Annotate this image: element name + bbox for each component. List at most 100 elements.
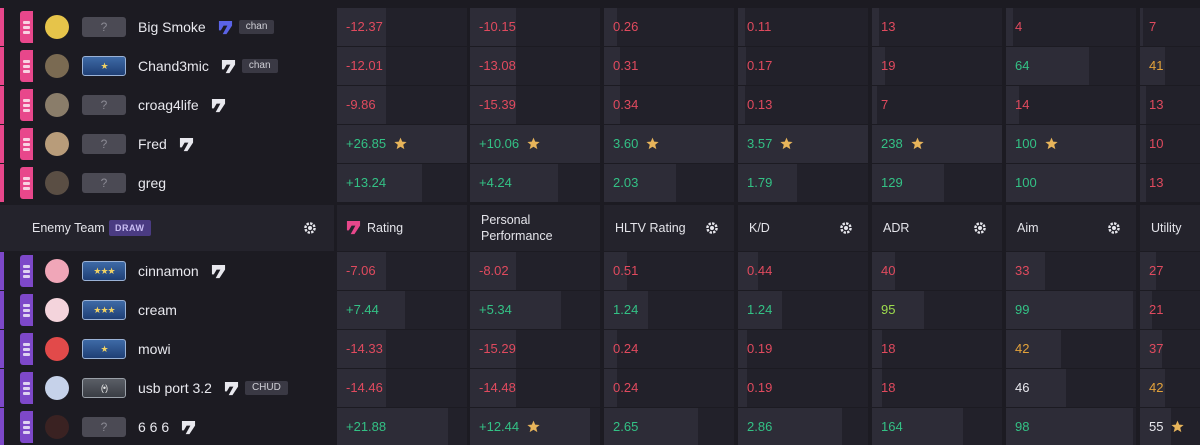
gear-icon[interactable] <box>302 220 318 236</box>
stat-value: 13 <box>1149 97 1164 112</box>
player-row[interactable]: ? Fred +26.85 +10.06 3.60 3.57 238 100 10 <box>0 125 1200 163</box>
stat-bar <box>604 330 617 368</box>
stat-bar <box>1140 408 1171 445</box>
stat-bar <box>738 291 782 329</box>
stat-cell-personal: -13.08 <box>470 47 600 85</box>
stat-value: 13 <box>1149 175 1164 190</box>
platform-logo-icon <box>224 381 238 396</box>
team-edge <box>0 369 4 407</box>
stat-value: 0.13 <box>747 97 773 112</box>
rank-label: ★ <box>100 344 108 354</box>
stat-cell-aim: 4 <box>1006 8 1136 46</box>
stat-bar <box>738 408 842 445</box>
player-row[interactable]: (•) usb port 3.2 CHUD -14.46 -14.48 0.24 0.19 1… <box>0 369 1200 407</box>
avatar[interactable] <box>45 93 69 117</box>
avatar[interactable] <box>45 376 69 400</box>
stat-value: 42 <box>1149 380 1164 395</box>
player-name[interactable]: usb port 3.2 <box>138 380 212 396</box>
avatar[interactable] <box>45 415 69 439</box>
stat-value: 0.19 <box>747 341 773 356</box>
player-name[interactable]: 6 6 6 <box>138 419 170 435</box>
avatar[interactable] <box>45 298 69 322</box>
stat-bar <box>337 8 386 46</box>
column-header-utility[interactable]: Utility <box>1140 205 1200 251</box>
column-header-kd[interactable]: K/D <box>738 205 868 251</box>
stat-cell-aim: 64 <box>1006 47 1136 85</box>
platform-logo-icon <box>179 137 193 152</box>
party-indicator <box>20 50 33 82</box>
player-name[interactable]: greg <box>138 175 167 191</box>
party-indicator <box>20 167 33 199</box>
stat-cell-aim: 99 <box>1006 291 1136 329</box>
stat-value: 37 <box>1149 341 1164 356</box>
player-row[interactable]: ? Big Smoke chan -12.37 -10.15 0.26 0.11 13 4 7 <box>0 8 1200 46</box>
stat-value: 55 <box>1149 419 1164 434</box>
stat-cell-rating: +21.88 <box>337 408 467 445</box>
player-row[interactable]: ★★★ cinnamon -7.06 -8.02 0.51 0.44 40 33 27 <box>0 252 1200 290</box>
player-row[interactable]: ★ Chand3mic chan -12.01 -13.08 0.31 0.17 19 64 41 <box>0 47 1200 85</box>
player-name[interactable]: mowi <box>138 341 171 357</box>
stat-bar <box>738 86 745 124</box>
stat-value: 0.44 <box>747 263 773 278</box>
stat-bar <box>337 252 386 290</box>
column-header-adr[interactable]: ADR <box>872 205 1002 251</box>
avatar[interactable] <box>45 54 69 78</box>
stat-bar <box>337 47 386 85</box>
player-name[interactable]: Big Smoke <box>138 19 206 35</box>
avatar[interactable] <box>45 15 69 39</box>
stat-cell-kd: 0.19 <box>738 369 868 407</box>
column-header-personal[interactable]: Personal Performance <box>470 205 600 251</box>
rank-badge: (•) <box>82 378 126 398</box>
stat-bar <box>1140 47 1165 85</box>
column-label: Aim <box>1017 221 1039 235</box>
gear-icon[interactable] <box>704 220 720 236</box>
stat-bar <box>1140 252 1156 290</box>
stat-bar <box>337 86 386 124</box>
avatar[interactable] <box>45 171 69 195</box>
stat-cell-aim: 98 <box>1006 408 1136 445</box>
player-row[interactable]: ★ mowi -14.33 -15.29 0.24 0.19 18 42 37 <box>0 330 1200 368</box>
column-header-aim[interactable]: Aim <box>1006 205 1136 251</box>
stat-bar <box>1006 164 1136 202</box>
stat-cell-rating: -9.86 <box>337 86 467 124</box>
star-icon <box>1171 420 1185 433</box>
stat-bar <box>337 330 386 368</box>
column-header-rating[interactable]: Rating <box>337 205 467 251</box>
stat-value: +13.24 <box>346 175 387 190</box>
stat-bar <box>337 369 386 407</box>
player-name[interactable]: Fred <box>138 136 167 152</box>
gear-icon[interactable] <box>838 220 854 236</box>
player-row[interactable]: ? croag4life -9.86 -15.39 0.34 0.13 7 14 13 <box>0 86 1200 124</box>
player-name[interactable]: Chand3mic <box>138 58 209 74</box>
stat-bar <box>337 291 405 329</box>
gear-icon[interactable] <box>972 220 988 236</box>
avatar[interactable] <box>45 259 69 283</box>
stat-bar <box>1140 8 1143 46</box>
stat-cell-aim: 100 <box>1006 125 1136 163</box>
stat-cell-utility: 27 <box>1140 252 1200 290</box>
stat-bar <box>872 408 963 445</box>
stat-bar <box>738 330 747 368</box>
star-icon <box>527 420 540 433</box>
stat-cell-rating: +13.24 <box>337 164 467 202</box>
player-row[interactable]: ? 6 6 6 +21.88 +12.44 2.65 2.86 164 98 55 <box>0 408 1200 445</box>
team-edge <box>0 252 4 290</box>
stat-cell-adr: 129 <box>872 164 1002 202</box>
avatar[interactable] <box>45 132 69 156</box>
gear-icon[interactable] <box>1106 220 1122 236</box>
stat-value: -13.08 <box>479 58 516 73</box>
player-name[interactable]: croag4life <box>138 97 199 113</box>
player-row[interactable]: ? greg +13.24 +4.24 2.03 1.79 129 100 13 <box>0 164 1200 202</box>
stat-cell-hltv: 3.60 <box>604 125 734 163</box>
avatar[interactable] <box>45 337 69 361</box>
stat-cell-hltv: 0.34 <box>604 86 734 124</box>
platform-logo-icon <box>182 420 196 435</box>
player-name[interactable]: cinnamon <box>138 263 199 279</box>
player-name[interactable]: cream <box>138 302 177 318</box>
rank-label: (•) <box>100 383 108 393</box>
stat-bar <box>1006 86 1019 124</box>
column-header-hltv[interactable]: HLTV Rating <box>604 205 734 251</box>
stat-value: 1.24 <box>747 302 773 317</box>
stat-cell-utility: 7 <box>1140 8 1200 46</box>
player-row[interactable]: ★★★ cream +7.44 +5.34 1.24 1.24 95 99 21 <box>0 291 1200 329</box>
